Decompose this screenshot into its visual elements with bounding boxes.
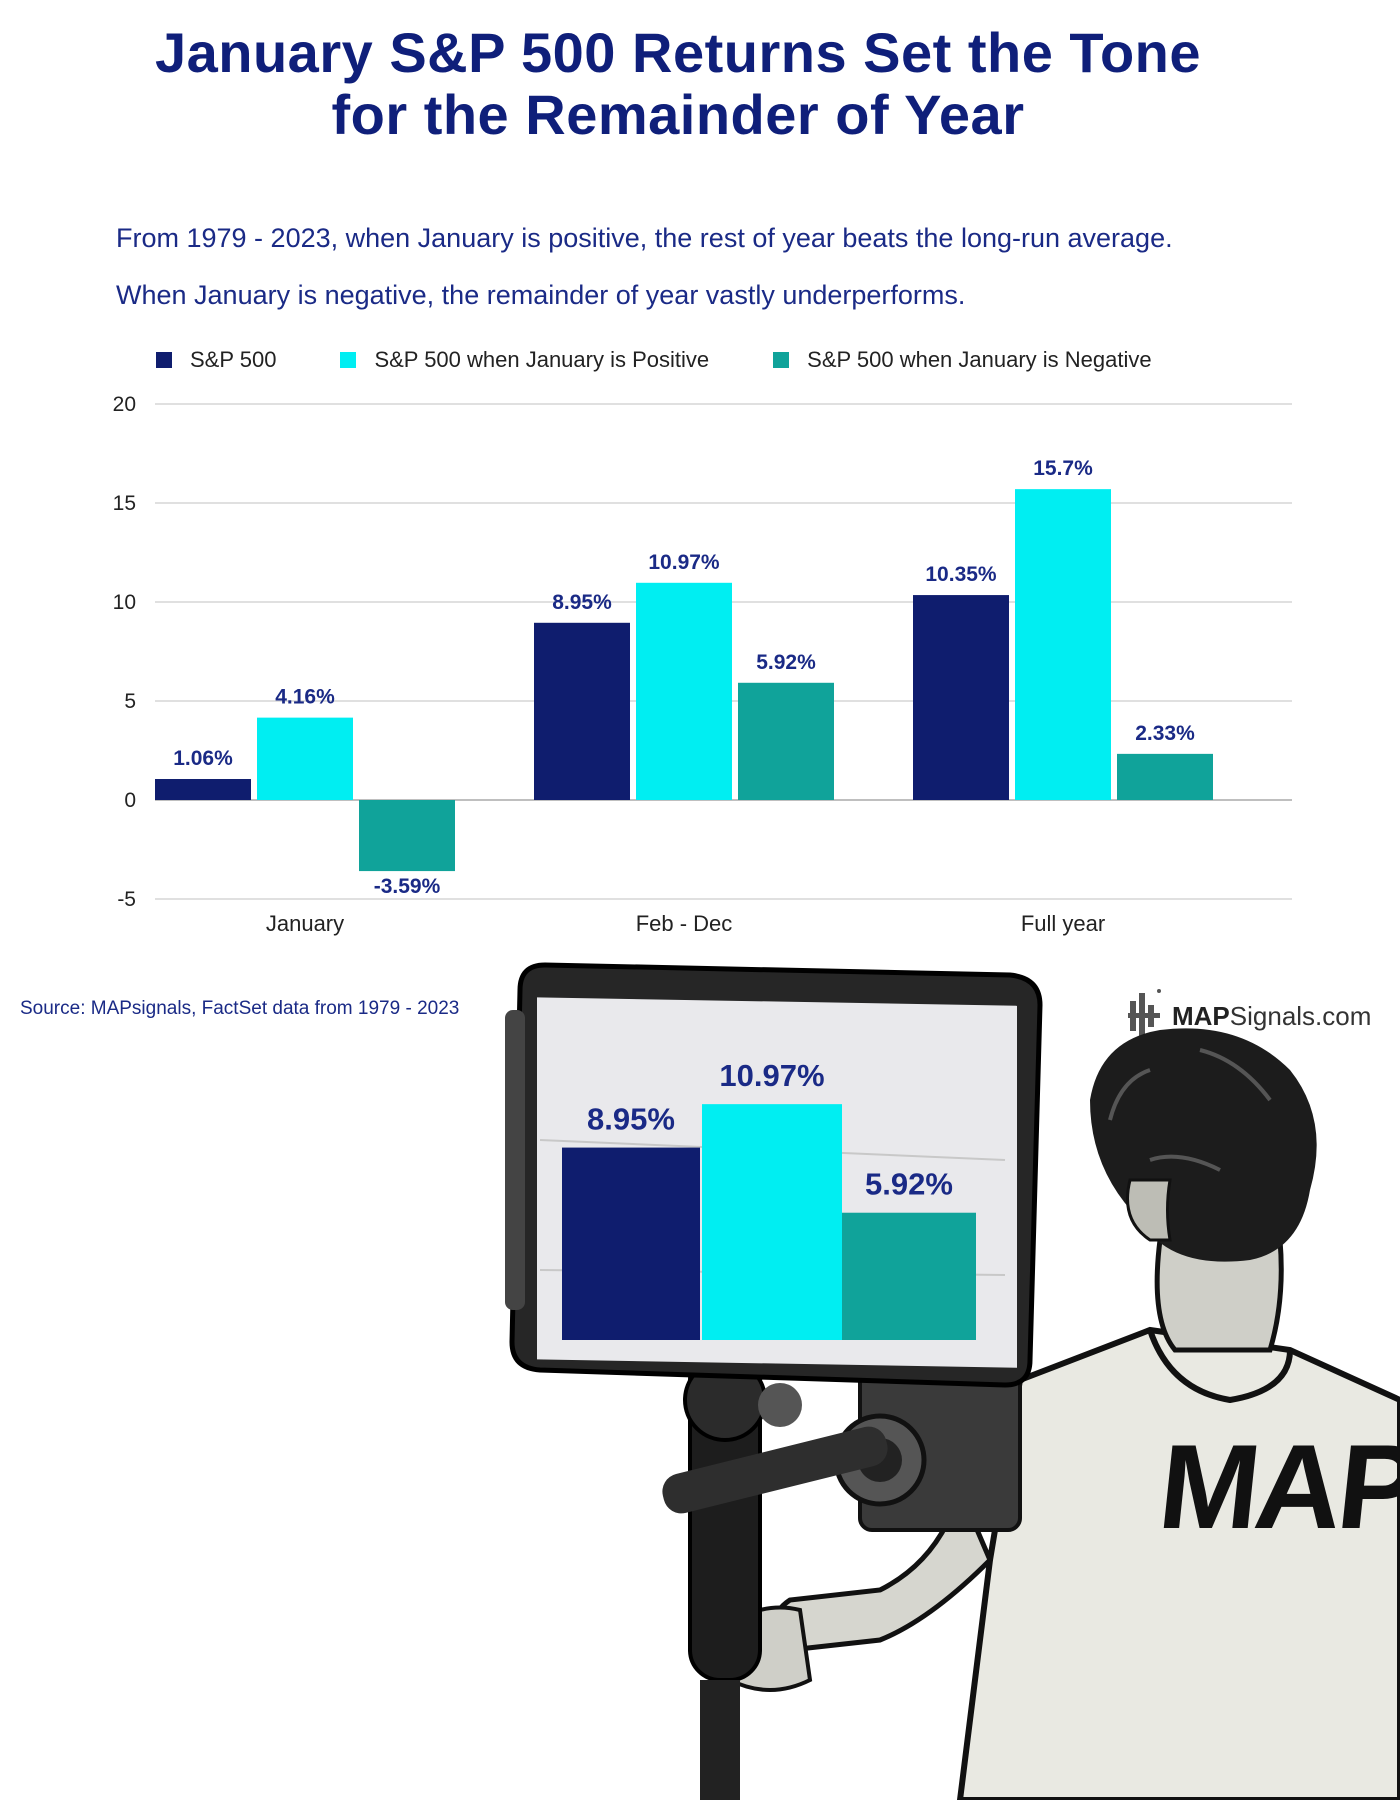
bar [636,582,732,800]
y-tick-label: -5 [117,888,136,911]
bar [359,800,455,872]
x-tick-label: Feb - Dec [636,911,733,936]
legend-swatch-negative [773,352,790,368]
y-tick-label: 10 [113,591,136,614]
legend-swatch-sp500 [156,352,172,368]
data-label: 5.92% [756,651,816,674]
data-label: 10.97% [648,551,720,574]
inset-bar [842,1212,976,1340]
y-tick-label: 5 [124,690,136,713]
legend: S&P 500 S&P 500 when January is Positive… [156,343,1216,377]
y-tick-label: 15 [113,492,136,515]
inset-bar [562,1147,700,1340]
legend-item-sp500: S&P 500 [156,347,276,373]
data-label: 2.33% [1135,722,1195,745]
legend-label-negative: S&P 500 when January is Negative [807,347,1152,372]
bar [913,595,1009,800]
x-tick-label: January [266,911,344,936]
bar-chart: 20 15 10 5 0 -5 1.06% 4.16% -3.59% January 8.95% 10… [113,393,1292,936]
legend-label-sp500: S&P 500 [190,347,277,372]
legend-item-positive: S&P 500 when January is Positive [340,347,709,373]
title-line-2: for the Remainder of Year [331,83,1025,146]
legend-item-negative: S&P 500 when January is Negative [773,347,1152,373]
data-label: -3.59% [374,875,441,898]
brand-bold: MAP [1172,1000,1230,1031]
bar [257,717,353,800]
brand-mark: MAP Signals.com [1128,987,1371,1045]
bar [1117,753,1213,800]
bar [155,779,251,800]
inset-data-label: 5.92% [865,1167,953,1202]
mapsignals-logo-icon [1128,989,1161,1039]
legend-label-positive: S&P 500 when January is Positive [374,347,710,372]
chart-title: January S&P 500 Returns Set the Tone for… [0,22,1356,146]
data-label: 15.7% [1033,457,1093,480]
source-note: Source: MAPsignals, FactSet data from 19… [20,998,460,1019]
bar [738,682,834,800]
y-tick-label: 0 [124,789,136,812]
inset-bar [702,1104,842,1340]
subtitle-line-2: When January is negative, the remainder … [116,280,966,310]
data-label: 8.95% [552,591,612,614]
inset-data-label: 8.95% [587,1102,675,1137]
data-label: 1.06% [173,747,233,770]
inset-data-label: 10.97% [719,1058,824,1093]
brand-rest: Signals.com [1229,1000,1372,1031]
legend-swatch-positive [340,352,357,368]
title-line-1: January S&P 500 Returns Set the Tone [154,21,1202,84]
data-label: 4.16% [275,686,335,709]
bar [1015,489,1111,800]
y-tick-label: 20 [113,393,136,416]
subtitle-line-1: From 1979 - 2023, when January is positi… [116,223,1173,253]
bar [534,622,630,800]
x-tick-label: Full year [1021,911,1105,936]
data-label: 10.35% [925,563,997,586]
tshirt-print: MAP [1152,1420,1400,1554]
